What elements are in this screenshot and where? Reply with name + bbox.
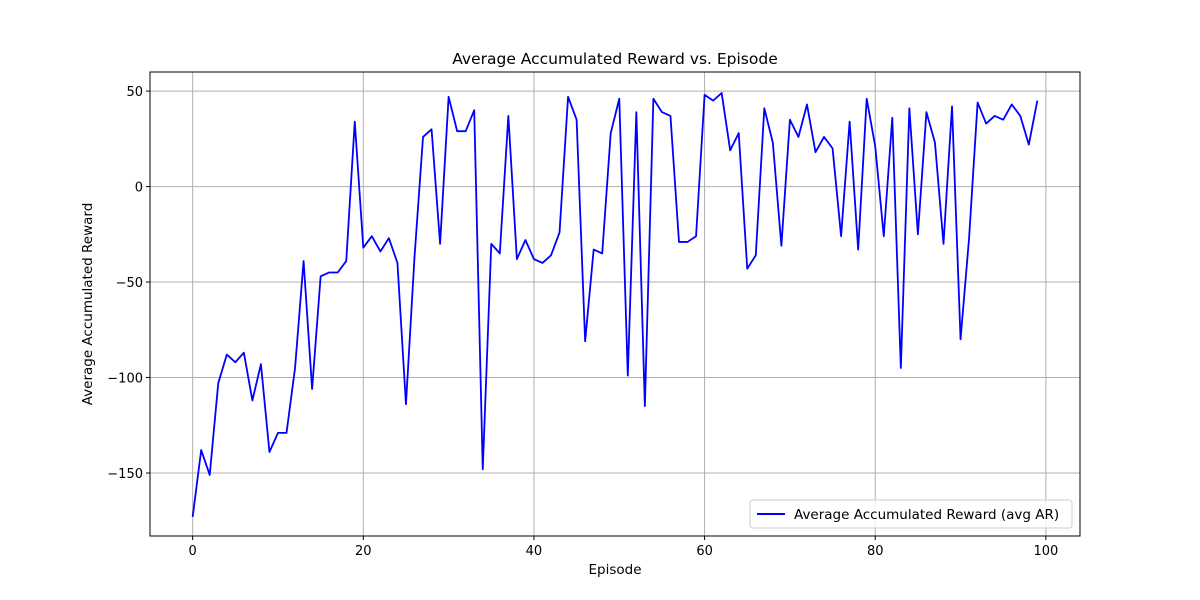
x-tick-label: 80 — [867, 544, 884, 559]
y-tick-label: −100 — [107, 372, 143, 387]
y-axis-label: Average Accumulated Reward — [80, 203, 96, 406]
series-layer — [191, 92, 1039, 518]
chart-title: Average Accumulated Reward vs. Episode — [452, 50, 778, 68]
legend-box — [749, 499, 1073, 529]
x-tick-label: 20 — [355, 544, 372, 559]
x-tick-label: 60 — [696, 544, 713, 559]
series-line — [191, 92, 1039, 518]
y-tick-label: −50 — [116, 276, 143, 291]
ticks: 0 20 40 60 80 100 −150 −100 −50 0 50 — [107, 85, 1058, 559]
x-axis-label: Episode — [588, 562, 641, 578]
x-tick-label: 0 — [189, 544, 197, 559]
y-tick-label: 50 — [126, 85, 143, 100]
plot-frame — [149, 71, 1081, 537]
x-tick-label: 40 — [526, 544, 543, 559]
legend-label: Average Accumulated Reward (avg AR) — [794, 507, 1059, 523]
x-tick-label: 100 — [1033, 544, 1058, 559]
plot-area-background — [150, 72, 1080, 536]
legend: Average Accumulated Reward (avg AR) — [749, 499, 1073, 529]
y-tick-label: −150 — [107, 467, 143, 482]
y-tick-label: 0 — [135, 181, 143, 196]
